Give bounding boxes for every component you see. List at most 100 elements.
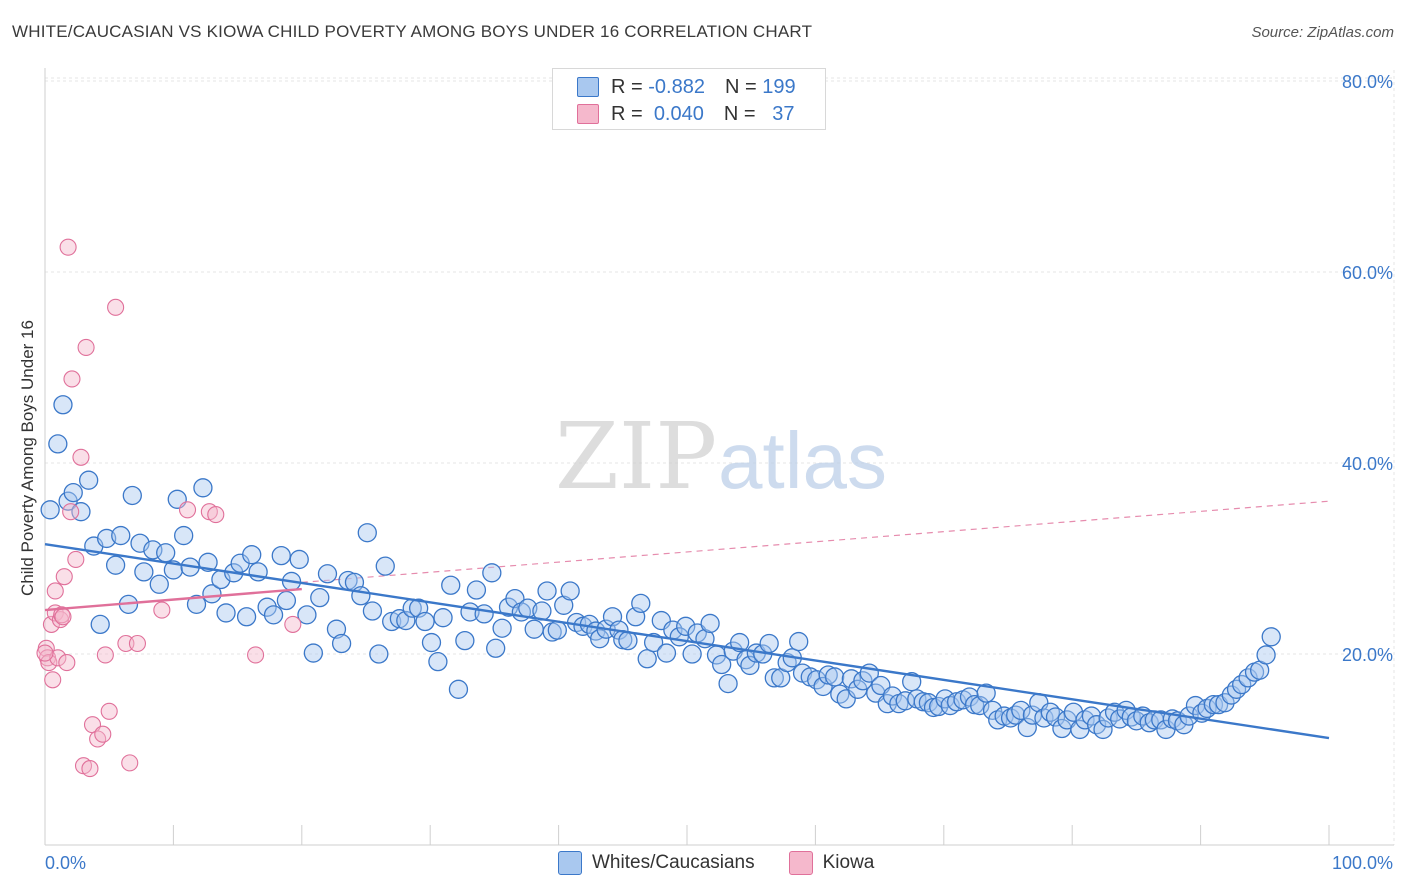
kiowa-point bbox=[153, 601, 171, 619]
white-point bbox=[560, 581, 580, 601]
white-point bbox=[1256, 645, 1276, 665]
kiowa-point bbox=[178, 501, 197, 519]
white-point bbox=[637, 649, 657, 669]
white-point bbox=[276, 590, 297, 611]
white-point bbox=[700, 613, 720, 634]
correlation-legend: R = -0.882 N = 199 R = 0.040 N = 37 bbox=[552, 68, 826, 130]
y-axis-title: Child Poverty Among Boys Under 16 bbox=[18, 320, 37, 596]
trend-lines bbox=[301, 500, 1330, 583]
y-tick-label: 20.0% bbox=[1342, 645, 1393, 665]
white-point bbox=[1000, 708, 1021, 728]
white-point bbox=[236, 607, 257, 627]
white-point bbox=[441, 575, 461, 595]
white-point bbox=[357, 523, 377, 543]
axes bbox=[44, 68, 1394, 846]
white-point bbox=[156, 543, 176, 563]
white-point bbox=[382, 611, 402, 632]
kiowa-trend-dashed bbox=[301, 500, 1330, 583]
white-point bbox=[48, 434, 68, 454]
white-point bbox=[396, 610, 416, 631]
white-point bbox=[789, 631, 809, 652]
white-point bbox=[303, 643, 324, 663]
watermark: ZIP atlas bbox=[555, 403, 887, 510]
kiowa-point bbox=[77, 338, 95, 356]
white-point bbox=[1215, 693, 1235, 713]
white-points bbox=[40, 395, 1281, 740]
legend-n-value-white: 199 bbox=[762, 75, 796, 98]
white-point bbox=[825, 667, 845, 687]
white-trend-line bbox=[44, 542, 1330, 740]
white-point bbox=[375, 556, 395, 576]
white-point bbox=[163, 560, 184, 580]
white-point bbox=[631, 593, 651, 614]
white-point bbox=[676, 616, 696, 636]
kiowa-points bbox=[36, 238, 302, 778]
legend-r-value-white: -0.882 bbox=[648, 75, 705, 98]
x-tick-label: 0.0% bbox=[45, 853, 86, 873]
white-point bbox=[590, 629, 610, 649]
kiowa-point bbox=[121, 754, 139, 772]
white-point bbox=[759, 633, 779, 654]
white-point bbox=[71, 502, 91, 522]
kiowa-point bbox=[96, 646, 114, 664]
white-point bbox=[486, 638, 506, 658]
white-point bbox=[421, 632, 442, 653]
kiowa-point bbox=[63, 370, 81, 388]
kiowa-point bbox=[59, 238, 77, 256]
kiowa-point bbox=[36, 644, 54, 662]
white-point bbox=[369, 644, 389, 664]
white-point bbox=[712, 654, 732, 675]
white-point bbox=[1017, 717, 1037, 738]
white-point bbox=[331, 633, 352, 654]
white-point bbox=[193, 478, 213, 498]
white-point bbox=[554, 595, 574, 615]
kiowa-trend-line bbox=[44, 587, 302, 612]
white-point bbox=[882, 686, 903, 706]
white-point bbox=[448, 679, 469, 699]
kiowa-point bbox=[72, 448, 90, 466]
source-label: Source: ZipAtlas.com bbox=[1251, 24, 1394, 41]
white-point bbox=[1261, 627, 1281, 647]
kiowa-point bbox=[54, 608, 72, 626]
white-point bbox=[764, 668, 784, 688]
white-point bbox=[289, 549, 309, 570]
kiowa-point bbox=[284, 615, 302, 633]
white-point bbox=[537, 581, 557, 601]
kiowa-point bbox=[81, 760, 99, 778]
white-point bbox=[740, 655, 760, 676]
white-point bbox=[428, 651, 448, 672]
white-point bbox=[718, 673, 738, 694]
kiowa-point bbox=[89, 730, 107, 748]
white-point bbox=[466, 580, 487, 600]
white-point bbox=[1011, 700, 1031, 720]
white-point bbox=[90, 614, 110, 635]
white-point bbox=[122, 485, 142, 506]
white-point bbox=[474, 604, 494, 624]
white-swatch-icon bbox=[577, 77, 599, 97]
kiowa-swatch-icon bbox=[577, 104, 599, 124]
series-legend: Whites/Caucasians Kiowa bbox=[558, 851, 908, 875]
white-point bbox=[134, 562, 154, 582]
legend-n-label: N = bbox=[723, 102, 756, 125]
white-point bbox=[1221, 685, 1242, 705]
kiowa-point bbox=[58, 654, 76, 672]
white-point bbox=[729, 632, 750, 653]
kiowa-point bbox=[128, 634, 146, 653]
white-point bbox=[310, 588, 330, 608]
white-point bbox=[976, 683, 996, 703]
white-point bbox=[111, 525, 131, 546]
white-point bbox=[198, 552, 218, 572]
kiowa-point bbox=[49, 649, 67, 667]
white-point bbox=[1093, 719, 1113, 740]
white-point bbox=[853, 671, 873, 691]
white-point bbox=[492, 618, 512, 638]
white-swatch-icon bbox=[558, 851, 582, 875]
legend-n-value-kiowa: 37 bbox=[772, 102, 795, 125]
tick-labels: 20.0% 40.0% 60.0% 80.0% 0.0% 100.0% bbox=[45, 72, 1393, 873]
y-tick-label: 40.0% bbox=[1342, 454, 1393, 474]
white-point bbox=[1139, 713, 1159, 733]
white-point bbox=[433, 608, 453, 628]
legend-r-label: R = bbox=[611, 102, 643, 125]
y-tick-label: 80.0% bbox=[1342, 72, 1393, 92]
